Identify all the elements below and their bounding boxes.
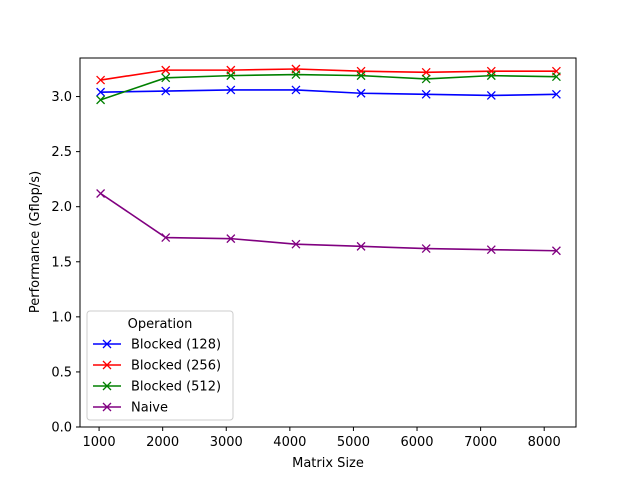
data-point xyxy=(486,90,496,100)
data-point xyxy=(291,85,301,95)
x-tick-label: 7000 xyxy=(464,435,497,450)
x-tick-label: 6000 xyxy=(400,435,433,450)
legend-entry: Blocked (512) xyxy=(93,380,221,395)
legend-label: Blocked (128) xyxy=(131,338,221,353)
data-point xyxy=(226,85,236,95)
data-point xyxy=(356,66,366,76)
data-point xyxy=(96,87,106,97)
data-point xyxy=(226,234,236,244)
data-point xyxy=(486,245,496,255)
data-point xyxy=(421,89,431,99)
x-tick-label: 4000 xyxy=(273,435,306,450)
legend-label: Blocked (256) xyxy=(131,359,221,374)
plot-frame xyxy=(79,57,577,428)
data-point xyxy=(486,71,496,81)
data-point xyxy=(486,66,496,76)
y-tick-label: 2.0 xyxy=(51,200,72,215)
x-tick-label: 3000 xyxy=(210,435,243,450)
x-axis-label: Matrix Size xyxy=(292,456,364,471)
series-line xyxy=(100,68,557,81)
legend-label: Naive xyxy=(131,401,168,416)
y-axis-label: Performance (Gflop/s) xyxy=(28,171,43,313)
series-blocked-512 xyxy=(96,70,561,105)
legend-swatch-marker xyxy=(102,339,112,349)
legend-title: Operation xyxy=(128,317,193,332)
data-point xyxy=(551,72,561,82)
data-point xyxy=(291,70,301,79)
series-blocked-256 xyxy=(96,64,561,85)
legend-entry: Blocked (128) xyxy=(93,338,221,353)
legend-entry: Blocked (256) xyxy=(93,359,221,374)
series-line xyxy=(100,89,557,97)
legend-entries: Blocked (128) Blocked (256) Blocked (512) N… xyxy=(93,338,221,416)
data-point xyxy=(356,88,366,98)
y-tick-label: 3.0 xyxy=(51,90,72,105)
y-axis: 0.0 0.5 1.0 1.5 2.0 2.5 3.0 xyxy=(51,90,80,436)
x-tick-label: 5000 xyxy=(337,435,370,450)
data-point xyxy=(551,89,561,99)
data-point xyxy=(96,75,106,85)
x-tick-label: 1000 xyxy=(83,435,116,450)
data-point xyxy=(421,67,431,77)
data-point xyxy=(551,246,561,256)
data-point xyxy=(421,244,431,254)
series-line xyxy=(100,73,557,101)
series-blocked-128 xyxy=(96,85,561,100)
series-layer xyxy=(96,64,561,256)
legend-frame xyxy=(86,310,234,421)
data-point xyxy=(161,65,171,75)
data-point xyxy=(96,95,106,105)
legend-swatch-marker xyxy=(102,360,112,370)
data-point xyxy=(421,74,431,84)
data-point xyxy=(291,239,301,249)
data-point xyxy=(356,71,366,81)
legend-entry: Naive xyxy=(93,401,168,416)
y-tick-label: 2.5 xyxy=(51,145,72,160)
data-point xyxy=(161,86,171,96)
legend-label: Blocked (512) xyxy=(131,380,221,395)
data-point xyxy=(226,71,236,81)
data-point xyxy=(96,189,106,198)
series-line xyxy=(100,192,557,252)
data-point xyxy=(161,233,171,243)
y-tick-label: 1.5 xyxy=(51,255,72,270)
series-naive xyxy=(96,189,561,256)
legend-swatch-marker xyxy=(102,402,112,412)
data-point xyxy=(161,73,171,83)
legend-swatch-marker xyxy=(102,381,112,391)
y-tick-label: 0.0 xyxy=(51,421,72,436)
y-tick-label: 1.0 xyxy=(51,310,72,325)
legend: Operation Blocked (128)Blocked (256)Bloc… xyxy=(86,310,234,421)
y-tick-label: 0.5 xyxy=(51,365,72,380)
data-point xyxy=(356,241,366,251)
x-tick-label: 2000 xyxy=(146,435,179,450)
x-tick-label: 8000 xyxy=(528,435,561,450)
x-axis: 1000 2000 3000 4000 5000 6000 7000 8000 xyxy=(83,427,561,450)
